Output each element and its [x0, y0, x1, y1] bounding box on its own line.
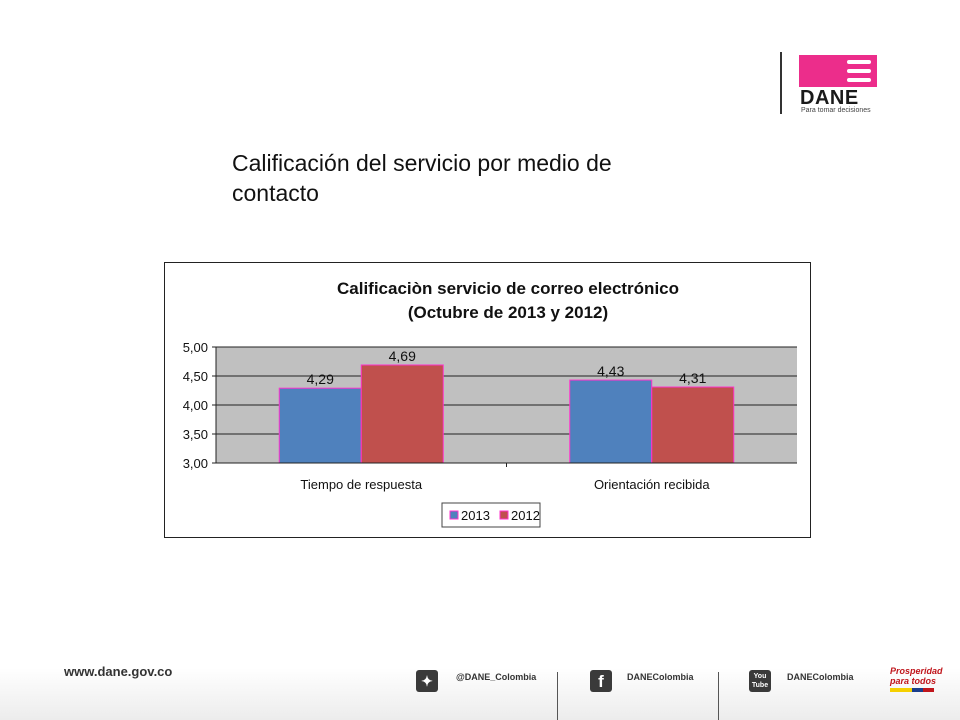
x-tick-label: Tiempo de respuesta	[300, 477, 422, 492]
facebook-handle[interactable]: DANEColombia	[627, 672, 694, 682]
legend-swatch-2012	[499, 510, 509, 520]
y-tick-label: 4,50	[183, 369, 208, 384]
data-label: 4,43	[597, 363, 624, 379]
chart-frame: Calificaciòn servicio de correo electrón…	[164, 262, 811, 538]
bar-2012-0	[360, 364, 444, 464]
legend-label-2013: 2013	[461, 508, 490, 523]
logo-pink-block	[799, 55, 877, 87]
data-label: 4,69	[389, 348, 416, 364]
bar-2012-1	[651, 386, 735, 464]
bar-2013-0	[278, 387, 362, 464]
footer-band	[0, 668, 960, 720]
y-tick-label: 5,00	[183, 340, 208, 355]
legend-label-2012: 2012	[511, 508, 540, 523]
dane-logo: DANE Para tomar decisiones	[799, 55, 879, 115]
youtube-icon[interactable]: You Tube	[749, 670, 771, 692]
x-tick-label: Orientación recibida	[594, 477, 710, 492]
chart-title: Calificaciòn servicio de correo electrón…	[337, 279, 679, 298]
youtube-icon-text-top: You	[753, 673, 767, 680]
website-url[interactable]: www.dane.gov.co	[64, 664, 173, 679]
footer-divider-1	[557, 672, 558, 720]
y-tick-label: 4,00	[183, 398, 208, 413]
y-tick-label: 3,50	[183, 427, 208, 442]
logo-divider	[780, 52, 782, 114]
logo-e-mark	[847, 60, 871, 82]
prosperidad-flag-stripe	[890, 688, 934, 692]
twitter-handle[interactable]: @DANE_Colombia	[456, 672, 537, 682]
prosperidad-logo: Prosperidad para todos	[890, 666, 943, 692]
bar-2013-1	[569, 379, 653, 464]
twitter-icon[interactable]: ✦	[416, 670, 438, 692]
youtube-icon-text-bottom: Tube	[751, 682, 769, 689]
prosperidad-line2: para todos	[890, 676, 937, 686]
y-tick-label: 3,00	[183, 456, 208, 471]
data-label: 4,31	[679, 370, 706, 386]
data-label: 4,29	[307, 371, 334, 387]
bar-chart: Calificaciòn servicio de correo electrón…	[183, 279, 797, 528]
chart-subtitle: (Octubre de 2013 y 2012)	[408, 303, 608, 322]
slide-title: Calificación del servicio por medio de c…	[232, 150, 612, 206]
facebook-icon[interactable]: f	[590, 670, 612, 692]
logo-wordmark: DANE	[800, 87, 859, 109]
legend-swatch-2013	[449, 510, 459, 520]
youtube-handle[interactable]: DANEColombia	[787, 672, 854, 682]
prosperidad-line1: Prosperidad	[890, 666, 943, 676]
footer-divider-2	[718, 672, 719, 720]
logo-tagline: Para tomar decisiones	[801, 107, 871, 114]
